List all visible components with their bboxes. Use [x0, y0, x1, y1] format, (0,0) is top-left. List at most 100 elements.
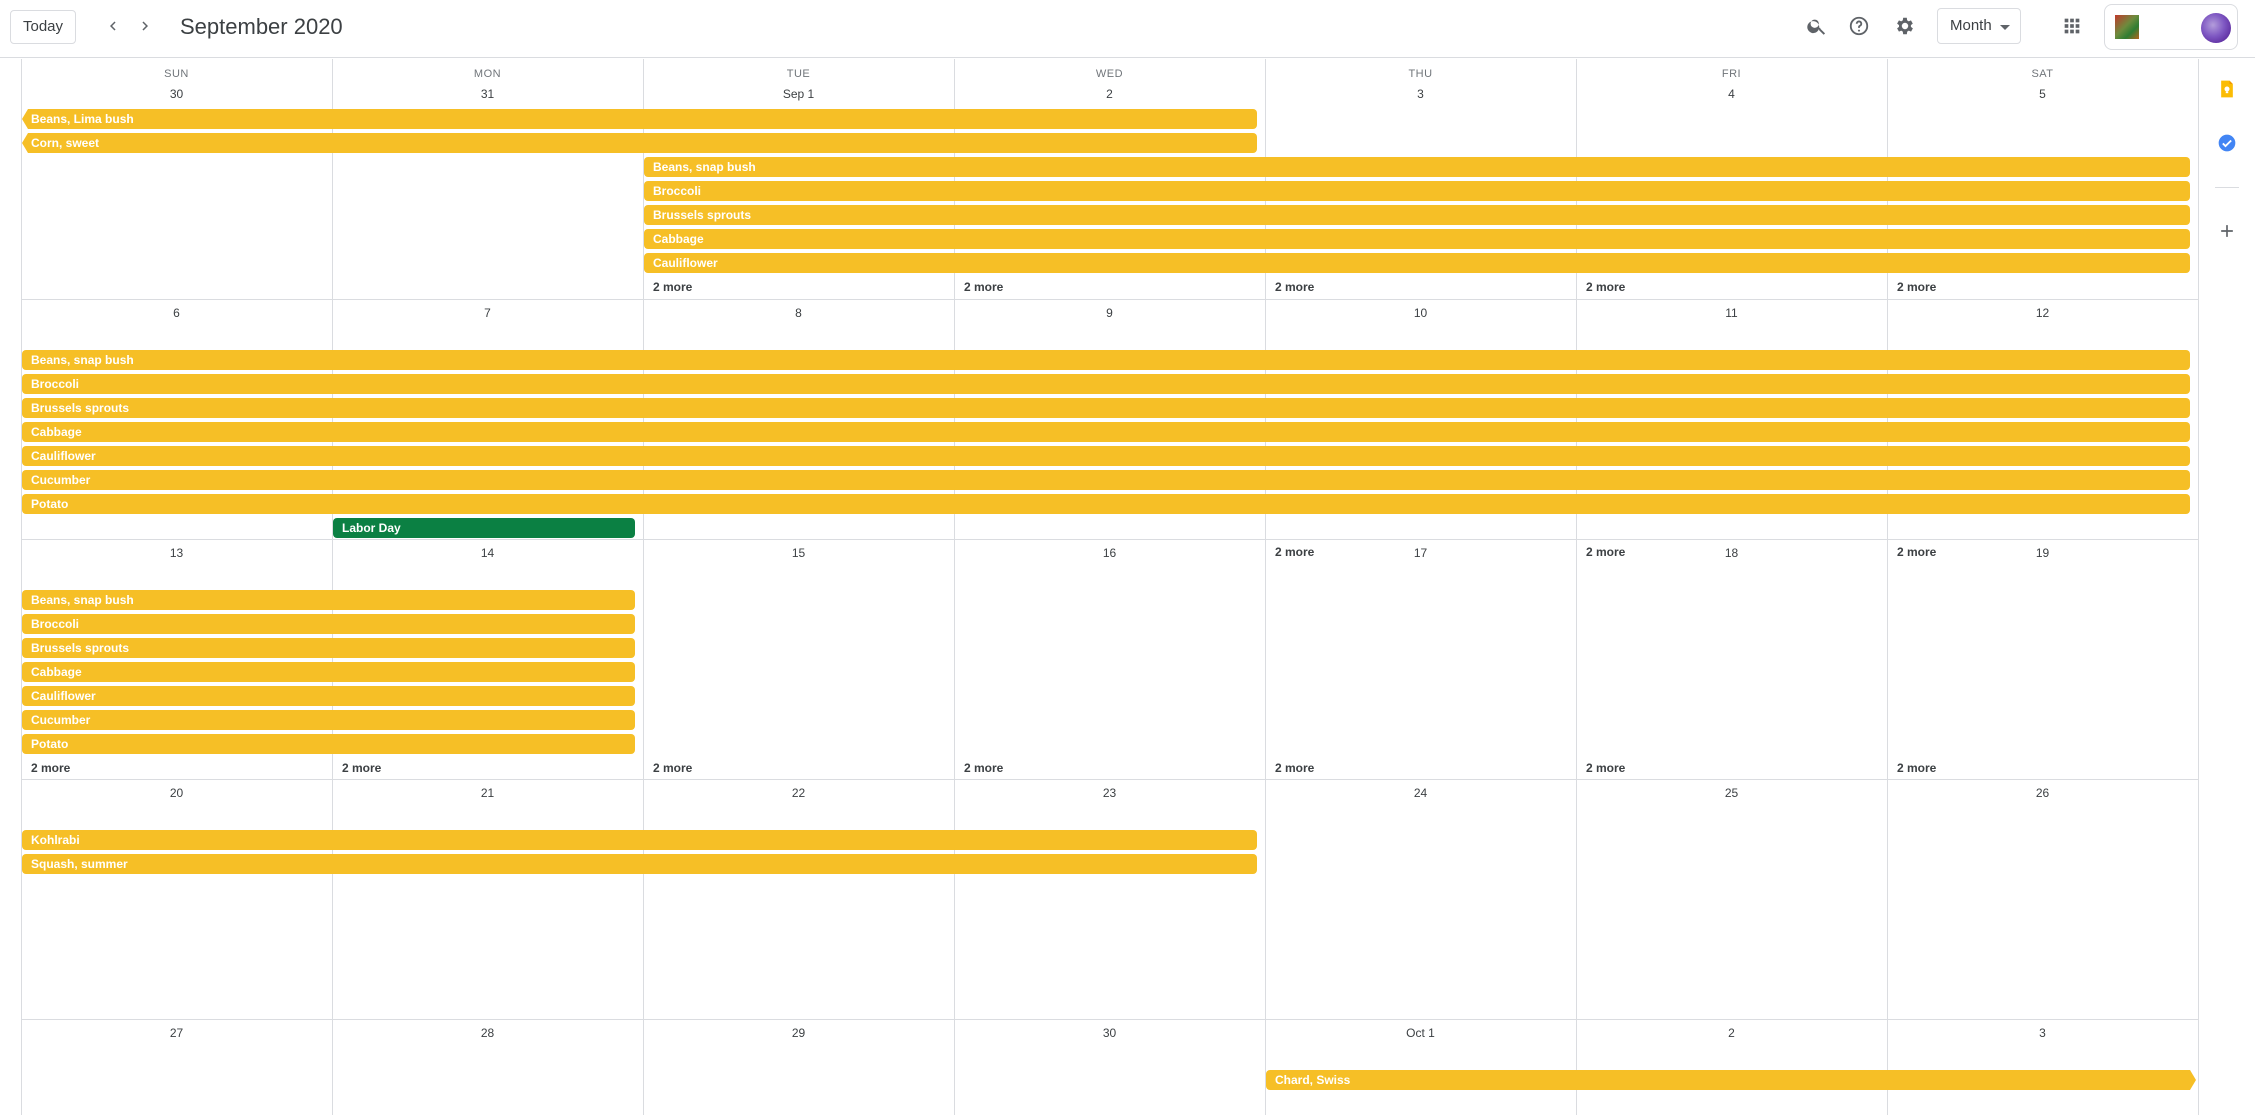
day-number[interactable]: 3 [2039, 1026, 2046, 1040]
calendar-event[interactable]: Cabbage [22, 422, 2190, 442]
more-events-link[interactable]: 2 more [964, 280, 1004, 294]
more-events-link[interactable]: 2 more [1897, 280, 1937, 294]
day-number[interactable]: 18 [1724, 546, 1739, 560]
grid-column-line [21, 59, 22, 1115]
more-events-link[interactable]: 2 more [1275, 761, 1315, 775]
day-number[interactable]: Oct 1 [1406, 1026, 1435, 1040]
calendar-event[interactable]: Kohlrabi [22, 830, 1257, 850]
day-number[interactable]: 11 [1725, 306, 1738, 320]
day-number[interactable]: 29 [791, 1026, 806, 1040]
weekday-header: THU [1408, 68, 1433, 80]
day-number[interactable]: 15 [791, 546, 806, 560]
day-number[interactable]: 17 [1413, 546, 1428, 560]
calendar-event[interactable]: Cucumber [22, 470, 2190, 490]
day-number[interactable]: 2 [1728, 1026, 1735, 1040]
more-events-link[interactable]: 2 more [1275, 280, 1315, 294]
more-events-link[interactable]: 2 more [964, 761, 1004, 775]
add-icon [2217, 221, 2237, 246]
previous-month-button[interactable] [99, 14, 127, 42]
next-month-button[interactable] [131, 14, 159, 42]
calendar-event[interactable]: Beans, snap bush [22, 590, 635, 610]
calendar-event[interactable]: Cabbage [22, 662, 635, 682]
more-events-link[interactable]: 2 more [342, 761, 382, 775]
calendar-event[interactable]: Brussels sprouts [22, 638, 635, 658]
more-events-link[interactable]: 2 more [1586, 280, 1626, 294]
avatar[interactable] [2201, 13, 2231, 43]
day-number[interactable]: 9 [1106, 306, 1113, 320]
day-number[interactable]: 7 [484, 306, 491, 320]
calendar-event[interactable]: Cauliflower [22, 686, 635, 706]
more-events-link[interactable]: 2 more [1275, 545, 1315, 559]
weekday-header: FRI [1721, 68, 1742, 80]
search-button[interactable] [1801, 12, 1833, 44]
day-number[interactable]: 23 [1102, 786, 1117, 800]
day-number[interactable]: 19 [2035, 546, 2050, 560]
day-number[interactable]: 2 [1106, 87, 1113, 101]
day-number[interactable]: 28 [480, 1026, 495, 1040]
day-number[interactable]: 21 [480, 786, 495, 800]
calendar-event[interactable]: Chard, Swiss [1266, 1070, 2196, 1090]
account-switcher[interactable] [2104, 4, 2238, 50]
day-number[interactable]: 8 [795, 306, 802, 320]
calendar-event[interactable]: Brussels sprouts [644, 205, 2190, 225]
calendar-event[interactable]: Cabbage [644, 229, 2190, 249]
calendar-event[interactable]: Cauliflower [22, 446, 2190, 466]
day-number[interactable]: 22 [791, 786, 806, 800]
day-number[interactable]: 12 [2035, 306, 2050, 320]
day-number[interactable]: Sep 1 [782, 87, 815, 101]
day-number[interactable]: 16 [1102, 546, 1117, 560]
holiday-event[interactable]: Labor Day [333, 518, 635, 538]
caret-down-icon [2000, 25, 2010, 30]
calendar-event[interactable]: Beans, snap bush [644, 157, 2190, 177]
day-number[interactable]: 10 [1413, 306, 1428, 320]
calendar-event[interactable]: Potato [22, 734, 635, 754]
tasks-button[interactable] [2215, 133, 2239, 157]
day-number[interactable]: 6 [173, 306, 180, 320]
apps-button[interactable] [2056, 12, 2088, 44]
more-events-link[interactable]: 2 more [653, 280, 693, 294]
calendar-event[interactable]: Cucumber [22, 710, 635, 730]
more-events-link[interactable]: 2 more [653, 761, 693, 775]
day-number[interactable]: 4 [1728, 87, 1735, 101]
view-selector-label: Month [1950, 17, 1992, 34]
day-number[interactable]: 30 [1102, 1026, 1117, 1040]
day-number[interactable]: 25 [1724, 786, 1739, 800]
calendar-event[interactable]: Broccoli [644, 181, 2190, 201]
more-events-link[interactable]: 2 more [1897, 761, 1937, 775]
grid-column-line [1576, 59, 1577, 1115]
day-number[interactable]: 26 [2035, 786, 2050, 800]
calendar-event[interactable]: Broccoli [22, 374, 2190, 394]
calendar-event[interactable]: Potato [22, 494, 2190, 514]
grid-column-line [643, 59, 644, 1115]
add-addon-button[interactable] [2215, 221, 2239, 245]
day-number[interactable]: 30 [169, 87, 184, 101]
calendar-event[interactable]: Cauliflower [644, 253, 2190, 273]
day-number[interactable]: 27 [169, 1026, 184, 1040]
day-number[interactable]: 31 [480, 87, 495, 101]
day-number[interactable]: 24 [1413, 786, 1428, 800]
tasks-icon [2217, 133, 2237, 158]
day-number[interactable]: 20 [169, 786, 184, 800]
day-number[interactable]: 5 [2039, 87, 2046, 101]
more-events-link[interactable]: 2 more [1586, 545, 1626, 559]
calendar-event[interactable]: Brussels sprouts [22, 398, 2190, 418]
more-events-link[interactable]: 2 more [1897, 545, 1937, 559]
view-selector[interactable]: Month [1937, 8, 2021, 44]
settings-button[interactable] [1889, 12, 1921, 44]
today-button[interactable]: Today [10, 10, 76, 44]
more-events-link[interactable]: 2 more [1586, 761, 1626, 775]
calendar-event[interactable]: Squash, summer [22, 854, 1257, 874]
day-number[interactable]: 3 [1417, 87, 1424, 101]
day-number[interactable]: 14 [480, 546, 495, 560]
side-panel [2199, 59, 2255, 1115]
more-events-link[interactable]: 2 more [31, 761, 71, 775]
calendar-event[interactable]: Beans, snap bush [22, 350, 2190, 370]
grid-column-line [1265, 59, 1266, 1115]
keep-button[interactable] [2215, 79, 2239, 103]
calendar-event[interactable]: Corn, sweet [22, 133, 1257, 153]
day-number[interactable]: 13 [169, 546, 184, 560]
help-button[interactable] [1843, 12, 1875, 44]
calendar-event[interactable]: Broccoli [22, 614, 635, 634]
calendar-event[interactable]: Beans, Lima bush [22, 109, 1257, 129]
page-title: September 2020 [180, 14, 343, 39]
